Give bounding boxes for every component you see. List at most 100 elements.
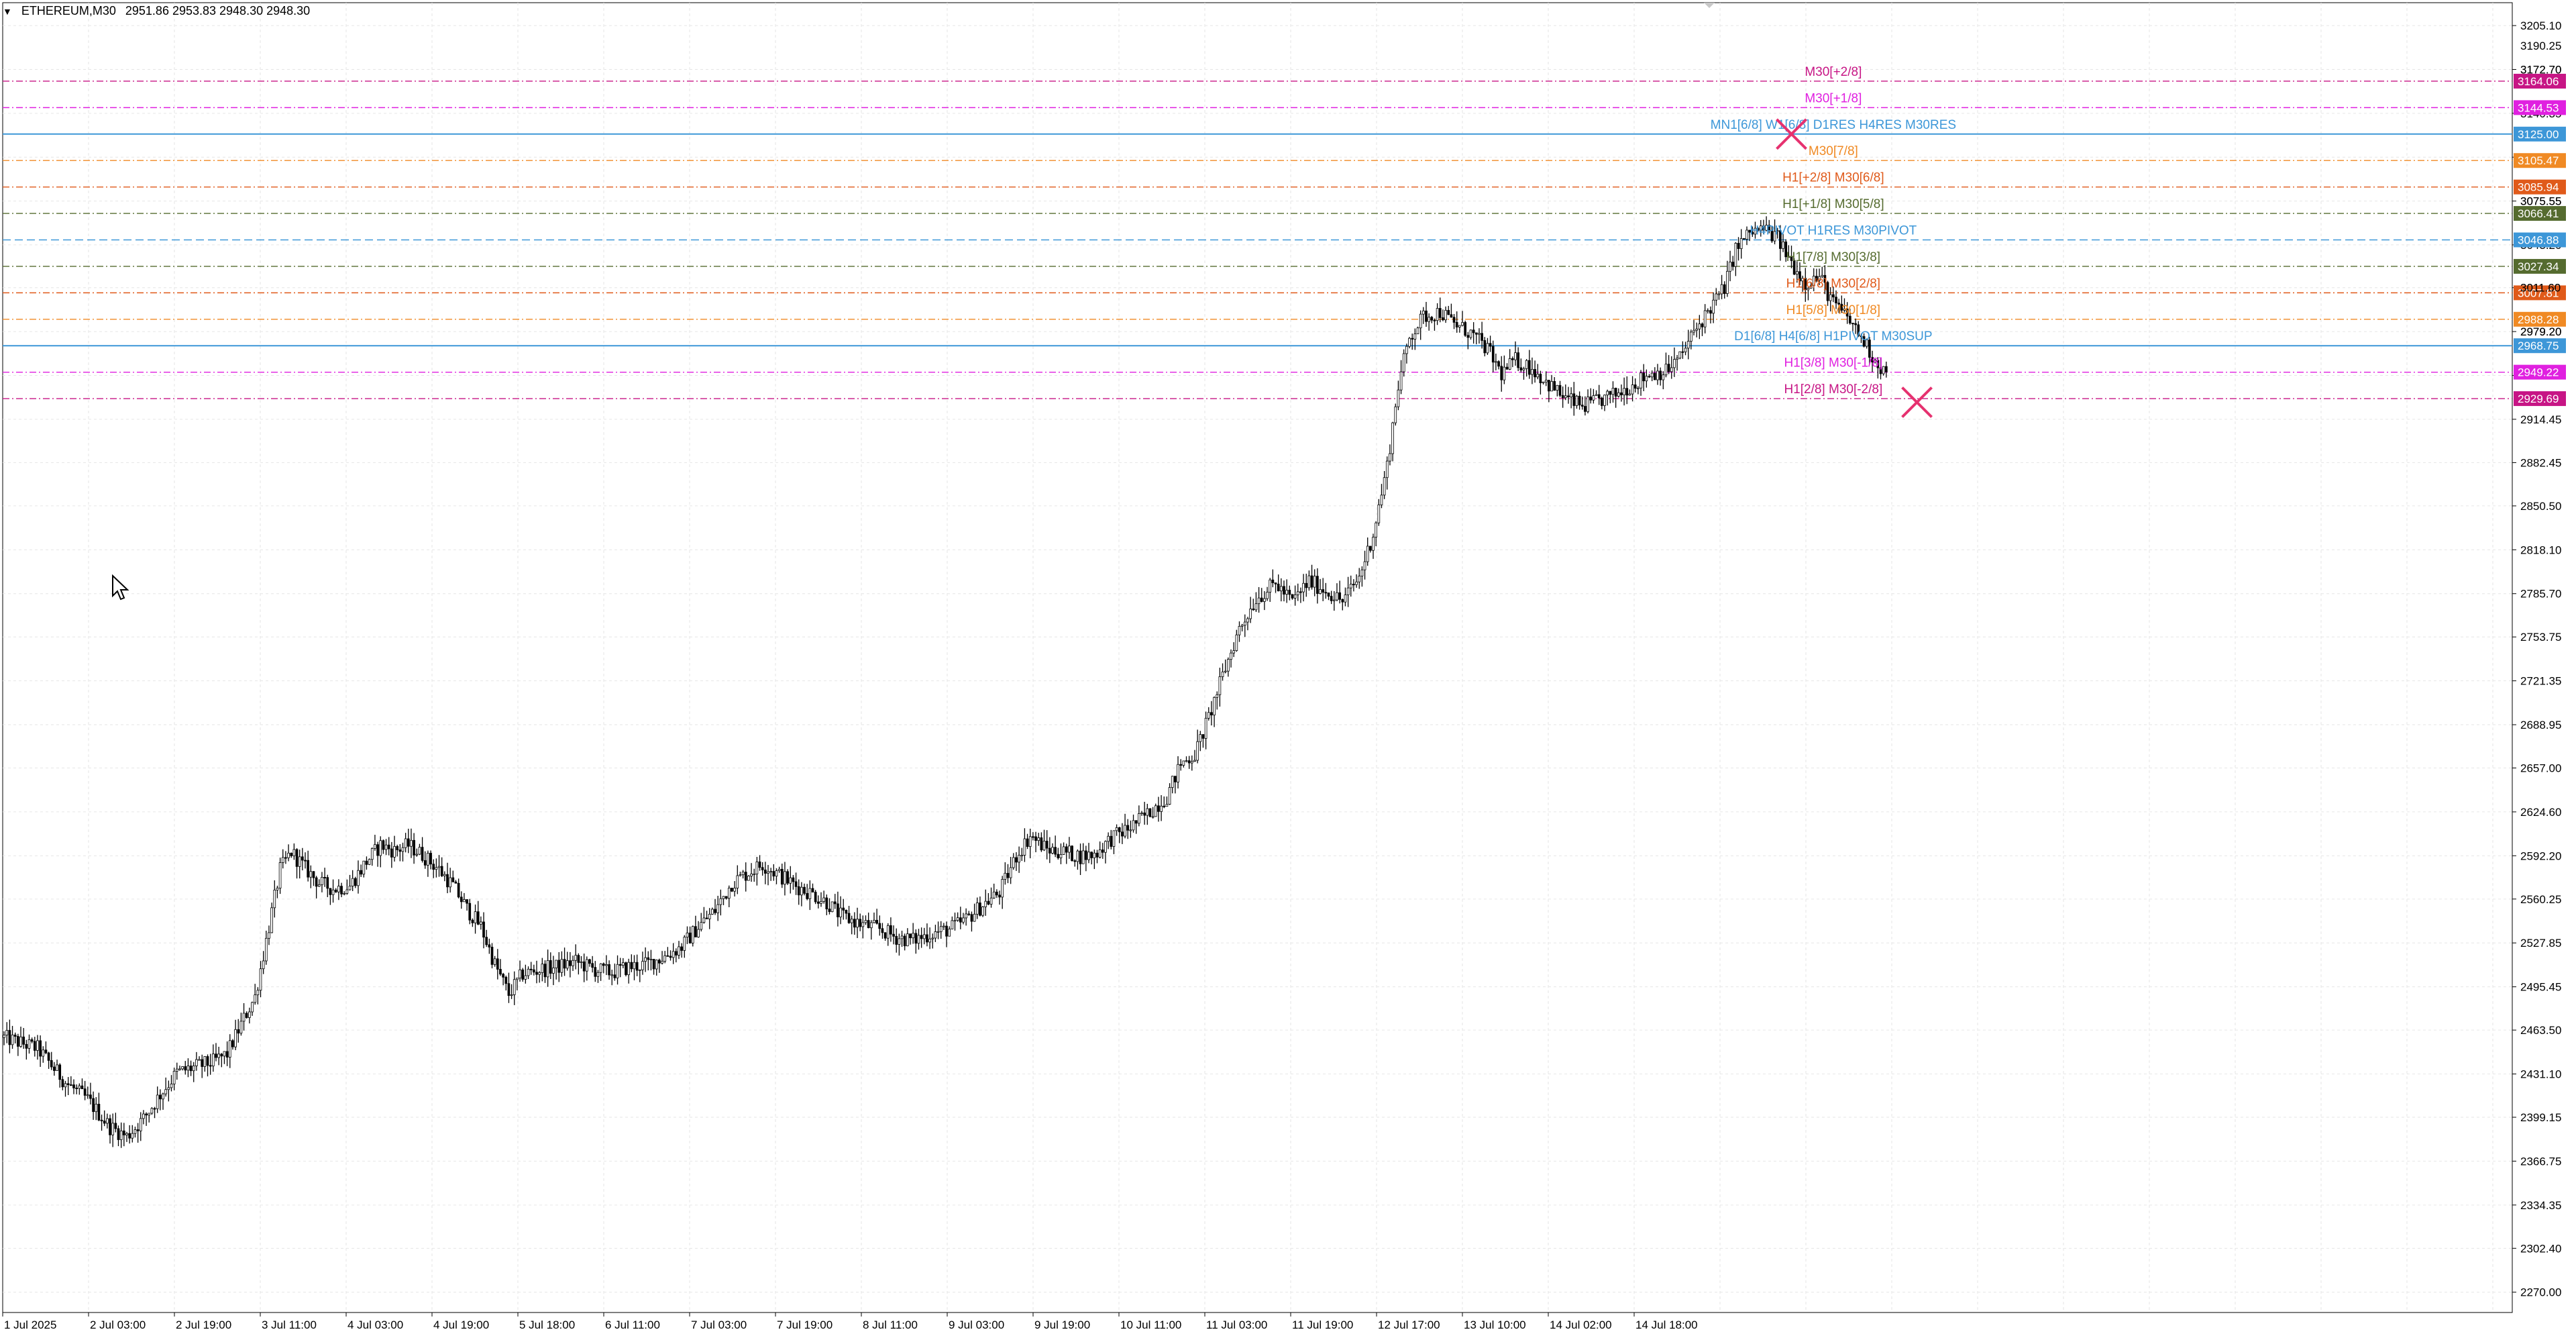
candle-body: [939, 926, 943, 932]
candle-body: [343, 892, 346, 894]
candle-body: [1193, 760, 1196, 762]
level-price-text: 3007.81: [2518, 287, 2559, 299]
candle-body: [1531, 368, 1534, 375]
candle-body: [427, 853, 429, 866]
y-tick-label: 2463.50: [2520, 1024, 2561, 1037]
candle-body: [315, 877, 318, 887]
candle-body: [317, 884, 321, 887]
y-tick-label: 3205.10: [2520, 19, 2561, 32]
candle-body: [1746, 229, 1748, 240]
candle-body: [1246, 618, 1249, 623]
candle-body: [992, 891, 996, 898]
candle-body: [64, 1083, 67, 1088]
x-tick-label: 5 Jul 18:00: [519, 1319, 575, 1331]
candle-body: [1313, 576, 1316, 588]
candle-body: [1081, 850, 1085, 864]
candle-body: [1260, 597, 1263, 602]
candle-body: [945, 925, 948, 937]
candle-body: [304, 860, 307, 862]
candle-body: [410, 839, 413, 847]
candle-body: [1421, 310, 1425, 315]
level-label: M30[7/8]: [1809, 144, 1858, 158]
x-tick-label: 4 Jul 03:00: [347, 1319, 403, 1331]
candle-body: [1218, 676, 1222, 695]
candle-body: [1143, 813, 1146, 816]
y-tick-label: 2624.60: [2520, 806, 2561, 819]
candle-body: [1274, 582, 1277, 584]
candle-body: [156, 1094, 159, 1109]
y-tick-label: 2270.00: [2520, 1286, 2561, 1299]
y-side-label: 3190.25: [2520, 40, 2561, 52]
candle-body: [1062, 846, 1065, 855]
candle-body: [215, 1053, 217, 1058]
candle-body: [1648, 376, 1651, 378]
y-tick-label: 2592.20: [2520, 850, 2561, 862]
candle-body: [451, 877, 455, 882]
candle-body: [1534, 368, 1536, 378]
candle-body: [1500, 366, 1503, 380]
candle-body: [421, 847, 424, 861]
candle-body: [1430, 317, 1434, 321]
candle-body: [1216, 694, 1219, 698]
candle-body: [1843, 308, 1846, 311]
candle-body: [683, 937, 686, 951]
candle-body: [1293, 595, 1297, 599]
candle-body: [1433, 319, 1436, 321]
candle-body: [1514, 352, 1517, 360]
candle-body: [1368, 546, 1372, 551]
candle-body: [1249, 609, 1252, 619]
candle-body: [594, 967, 597, 977]
candle-body: [162, 1093, 164, 1100]
candle-body: [1266, 592, 1269, 599]
candle-body: [1235, 634, 1238, 652]
candle-body: [962, 917, 965, 923]
candle-body: [1804, 278, 1807, 291]
scroll-handle-icon[interactable]: [1704, 3, 1715, 8]
candle-body: [619, 964, 622, 966]
candle-body: [1508, 358, 1511, 370]
candle-body: [1556, 384, 1559, 391]
candle-body: [943, 925, 945, 927]
candle-body: [702, 917, 706, 923]
candle-body: [989, 897, 993, 905]
candle-body: [1795, 271, 1799, 275]
candle-body: [853, 919, 856, 928]
candle-body: [1751, 231, 1754, 235]
candle-body: [825, 897, 828, 910]
candle-body: [1305, 582, 1308, 588]
candle-body: [610, 974, 614, 976]
level-price-tag: [2514, 311, 2566, 327]
candle-body: [705, 917, 708, 919]
candle-body: [1851, 323, 1854, 325]
candle-body: [948, 929, 951, 937]
x-tick-label: 1 Jul 2025: [4, 1319, 56, 1331]
candle-body: [139, 1118, 142, 1131]
candle-body: [1254, 603, 1258, 611]
candle-body: [1874, 360, 1877, 362]
candle-body: [1525, 360, 1528, 369]
candle-body: [806, 892, 809, 899]
candle-body: [1302, 582, 1305, 593]
candle-body: [1207, 712, 1210, 719]
candle-body: [794, 881, 798, 887]
candle-body: [647, 957, 650, 960]
candle-body: [981, 907, 984, 916]
candle-body: [873, 919, 875, 923]
candle-body: [1352, 584, 1355, 586]
candle-body: [1801, 278, 1804, 282]
y-tick-label: 2495.45: [2520, 981, 2561, 994]
y-tick-label: 2721.35: [2520, 675, 2561, 688]
candle-body: [145, 1113, 148, 1116]
candle-body: [733, 888, 736, 892]
triangle-down-icon[interactable]: ▼: [3, 5, 12, 17]
candle-body: [1659, 370, 1662, 380]
candle-body: [1389, 453, 1391, 462]
candle-body: [1279, 586, 1283, 592]
level-price-tag: [2514, 285, 2566, 301]
candle-body: [376, 844, 379, 856]
symbol-header[interactable]: ▼ ETHEREUM,M30 2951.86 2953.83 2948.30 2…: [3, 4, 310, 18]
candle-body: [998, 894, 1001, 898]
candle-body: [1717, 293, 1721, 295]
